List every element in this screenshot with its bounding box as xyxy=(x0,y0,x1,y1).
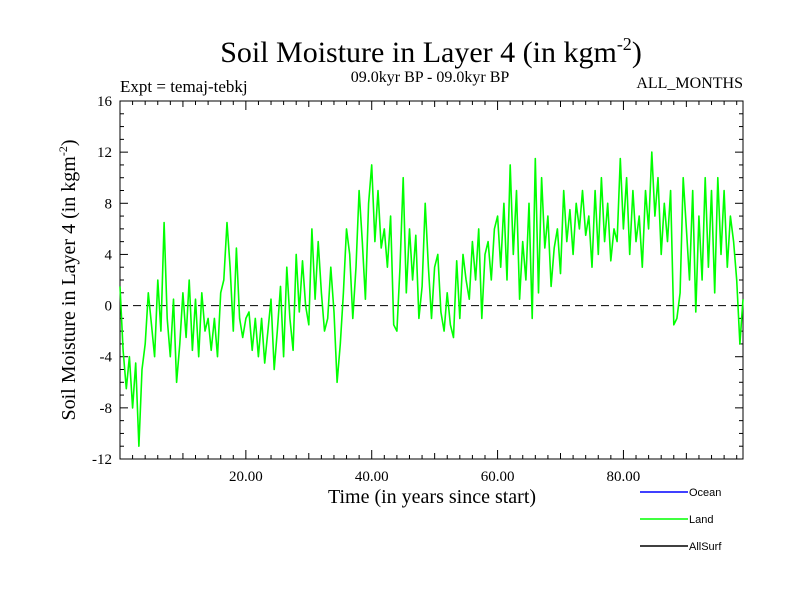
chart-title-sup: -2 xyxy=(617,34,632,54)
x-tick-label: 40.00 xyxy=(355,469,389,485)
x-tick-label: 20.00 xyxy=(229,469,263,485)
y-axis-label-end: ) xyxy=(58,139,80,146)
plot-frame xyxy=(119,100,744,460)
legend-allsurf-label: AllSurf xyxy=(689,541,722,553)
y-tick-label: -4 xyxy=(100,350,113,366)
y-tick-label: 4 xyxy=(105,247,113,263)
y-tick-label: 16 xyxy=(97,94,113,110)
experiment-label: Expt = temaj-tebkj xyxy=(120,77,248,96)
y-axis-label-sup: -2 xyxy=(56,146,70,156)
land-series-line xyxy=(119,151,744,448)
x-tick-label: 60.00 xyxy=(481,469,515,485)
period-label: 09.0kyr BP - 09.0kyr BP xyxy=(351,69,510,86)
y-axis-ticks: -12 -8 -4 0 4 8 12 16 xyxy=(92,94,743,468)
y-tick-label: 0 xyxy=(105,299,113,315)
months-label: ALL_MONTHS xyxy=(636,75,743,92)
legend: Ocean Land AllSurf xyxy=(640,487,722,553)
x-tick-label: 80.00 xyxy=(607,469,641,485)
legend-land-label: Land xyxy=(689,514,713,526)
legend-ocean-label: Ocean xyxy=(689,487,721,499)
chart-title: Soil Moisture in Layer 4 (in kgm-2) xyxy=(220,34,642,69)
y-axis-label: Soil Moisture in Layer 4 (in kgm-2) xyxy=(56,139,80,420)
y-tick-label: -8 xyxy=(100,401,113,417)
chart-title-end: ) xyxy=(632,36,642,69)
y-axis-label-main: Soil Moisture in Layer 4 (in kgm xyxy=(58,156,80,421)
y-tick-label: 8 xyxy=(105,196,113,212)
y-tick-label: -12 xyxy=(92,452,112,468)
x-axis-ticks: 20.00 40.00 60.00 80.00 xyxy=(132,101,738,485)
y-tick-label: 12 xyxy=(97,145,112,161)
chart-title-main: Soil Moisture in Layer 4 (in kgm xyxy=(220,36,617,69)
x-axis-label: Time (in years since start) xyxy=(328,486,536,508)
